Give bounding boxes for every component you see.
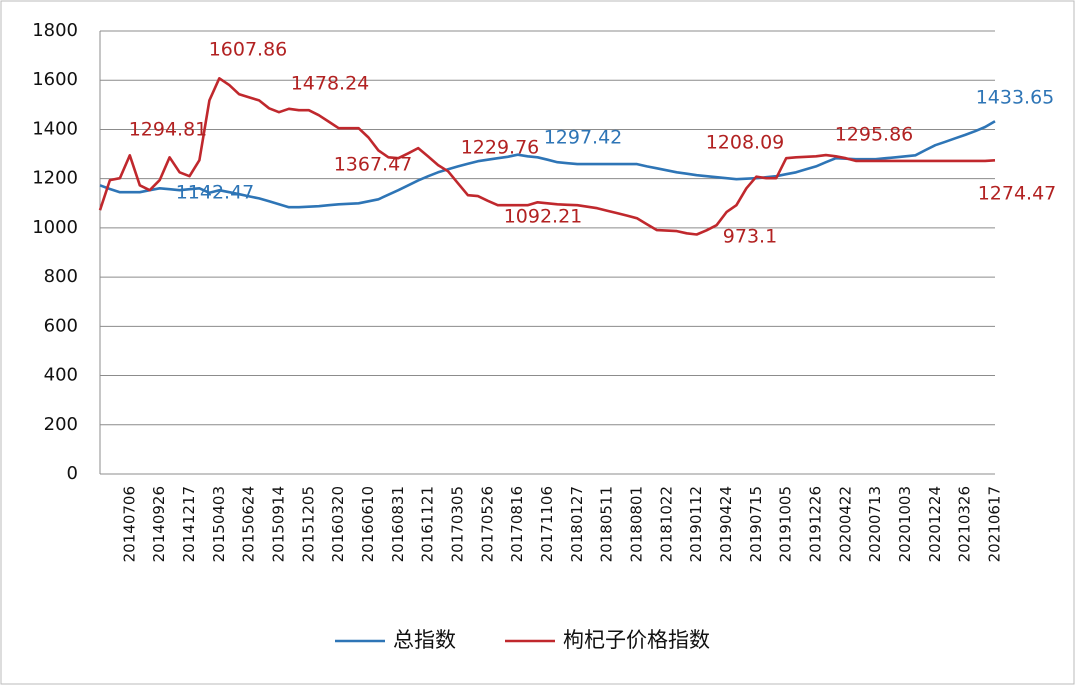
x-tick-label: 20180801 xyxy=(628,486,646,562)
data-label: 1274.47 xyxy=(978,183,1057,205)
x-tick-label: 20200713 xyxy=(866,486,884,562)
data-label: 1433.65 xyxy=(976,87,1055,109)
x-tick-label: 20150624 xyxy=(240,486,258,562)
x-tick-label: 20191005 xyxy=(777,486,795,562)
x-tick-label: 20191226 xyxy=(807,486,825,562)
x-tick-label: 20140926 xyxy=(150,486,168,562)
y-tick-label: 400 xyxy=(44,365,78,386)
x-tick-label: 20190715 xyxy=(747,486,765,562)
x-tick-label: 20140706 xyxy=(120,486,138,562)
x-tick-label: 20160610 xyxy=(359,486,377,562)
data-label: 1092.21 xyxy=(504,206,583,228)
data-label: 1295.86 xyxy=(835,124,914,146)
x-tick-label: 20201003 xyxy=(896,486,914,562)
x-tick-label: 20190424 xyxy=(717,486,735,562)
y-tick-label: 1800 xyxy=(32,20,78,41)
legend-label: 枸杞子价格指数 xyxy=(563,628,710,652)
x-tick-label: 20150403 xyxy=(210,486,228,562)
x-tick-label: 20161121 xyxy=(419,486,437,562)
legend-label: 总指数 xyxy=(393,628,456,652)
y-tick-label: 1200 xyxy=(32,168,78,189)
data-label: 1297.42 xyxy=(544,127,623,149)
data-label: 1607.86 xyxy=(209,39,288,61)
x-tick-label: 20170305 xyxy=(449,486,467,562)
x-tick-label: 20151205 xyxy=(299,486,317,562)
data-label: 973.1 xyxy=(723,226,777,248)
data-label: 1367.47 xyxy=(334,154,413,176)
x-tick-label: 20210617 xyxy=(986,486,1004,562)
x-tick-label: 20160320 xyxy=(329,486,347,562)
x-tick-label: 20180127 xyxy=(568,486,586,562)
series-line xyxy=(98,77,996,236)
x-tick-label: 20150914 xyxy=(270,486,288,562)
data-label: 1142.47 xyxy=(176,182,255,204)
x-tick-label: 20201224 xyxy=(926,486,944,562)
x-tick-label: 20171106 xyxy=(538,486,556,562)
data-label: 1478.24 xyxy=(291,73,370,95)
y-tick-label: 800 xyxy=(44,266,78,287)
data-label: 1229.76 xyxy=(461,137,540,159)
x-tick-label: 20170816 xyxy=(508,486,526,562)
x-tick-label: 20200422 xyxy=(836,486,854,562)
x-tick-label: 20180511 xyxy=(598,486,616,562)
x-tick-label: 20181022 xyxy=(657,486,675,562)
data-label: 1208.09 xyxy=(706,132,785,154)
y-tick-label: 600 xyxy=(44,315,78,336)
y-tick-label: 1000 xyxy=(32,217,78,238)
y-tick-label: 0 xyxy=(67,463,78,484)
data-label: 1294.81 xyxy=(129,119,208,141)
x-tick-label: 20141217 xyxy=(180,486,198,562)
y-tick-label: 1600 xyxy=(32,69,78,90)
y-tick-label: 1400 xyxy=(32,118,78,139)
x-tick-label: 20160831 xyxy=(389,486,407,562)
x-tick-label: 20170526 xyxy=(478,486,496,562)
y-tick-label: 200 xyxy=(44,414,78,435)
x-tick-label: 20210326 xyxy=(956,486,974,562)
x-tick-label: 20190112 xyxy=(687,486,705,562)
